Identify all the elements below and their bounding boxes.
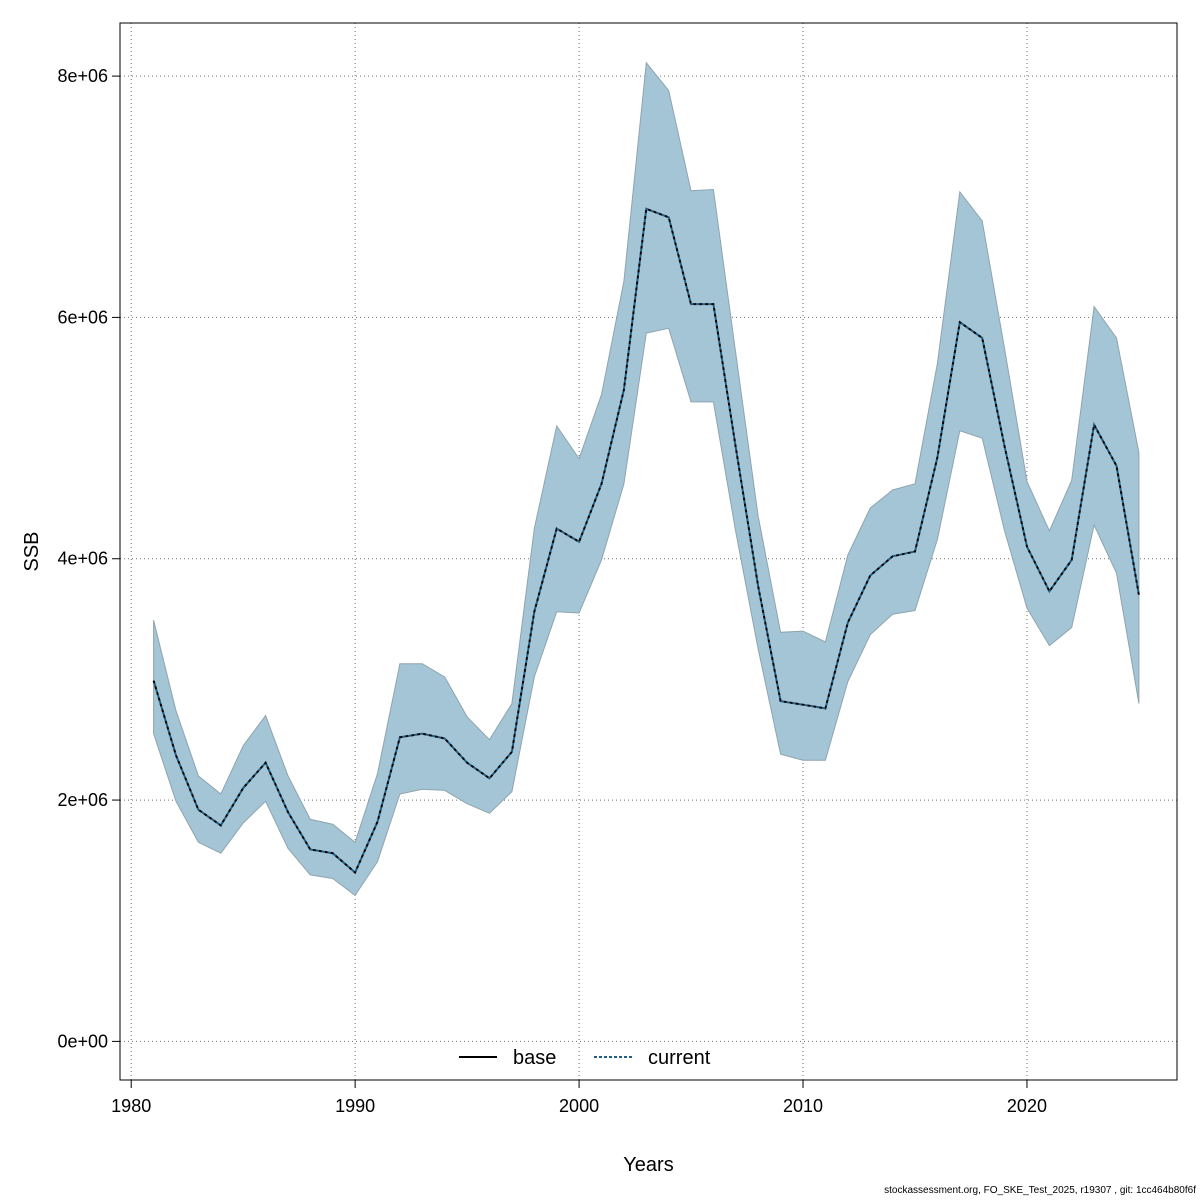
confidence-band: [153, 61, 1140, 897]
x-axis-title: Years: [623, 1154, 673, 1176]
y-tick-label: 2e+06: [57, 790, 108, 810]
footer-credit: stockassessment.org, FO_SKE_Test_2025, r…: [884, 1185, 1196, 1196]
y-tick-label: 8e+06: [57, 66, 108, 86]
x-tick-label: 1990: [335, 1096, 375, 1116]
x-tick-label: 2020: [1007, 1096, 1047, 1116]
y-axis-title: SSB: [21, 531, 43, 571]
axes: 1980 1990 2000 2010 2020 0e+00 2e+06 4e+06 6e+06…: [57, 66, 1047, 1116]
y-tick-label: 6e+06: [57, 307, 108, 327]
y-tick-label: 4e+06: [57, 549, 108, 569]
legend: base current: [459, 1047, 711, 1069]
legend-label-current: current: [648, 1047, 711, 1069]
y-tick-label: 0e+00: [57, 1031, 108, 1051]
series-line-current: [152, 207, 1140, 875]
series-line-current-dark-dash: [153, 208, 1140, 874]
x-tick-label: 2010: [783, 1096, 823, 1116]
x-tick-label: 1980: [111, 1096, 151, 1116]
legend-label-base: base: [513, 1047, 556, 1069]
x-tick-label: 2000: [559, 1096, 599, 1116]
